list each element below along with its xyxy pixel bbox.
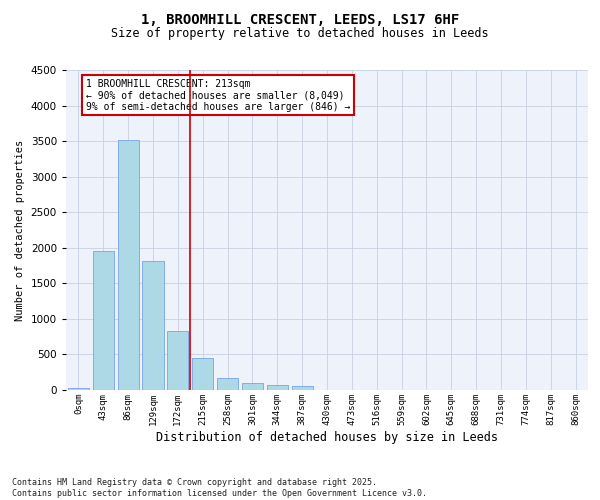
Text: Contains HM Land Registry data © Crown copyright and database right 2025.
Contai: Contains HM Land Registry data © Crown c… — [12, 478, 427, 498]
Bar — [142, 260, 164, 390]
Bar — [267, 385, 288, 390]
X-axis label: Distribution of detached houses by size in Leeds: Distribution of detached houses by size … — [156, 430, 498, 444]
Bar — [118, 140, 139, 390]
Bar — [68, 388, 89, 390]
Text: 1, BROOMHILL CRESCENT, LEEDS, LS17 6HF: 1, BROOMHILL CRESCENT, LEEDS, LS17 6HF — [141, 12, 459, 26]
Text: Size of property relative to detached houses in Leeds: Size of property relative to detached ho… — [111, 28, 489, 40]
Bar — [217, 378, 238, 390]
Bar — [292, 386, 313, 390]
Text: 1 BROOMHILL CRESCENT: 213sqm
← 90% of detached houses are smaller (8,049)
9% of : 1 BROOMHILL CRESCENT: 213sqm ← 90% of de… — [86, 78, 350, 112]
Bar — [242, 383, 263, 390]
Bar — [167, 331, 188, 390]
Bar — [93, 252, 114, 390]
Bar — [192, 358, 213, 390]
Y-axis label: Number of detached properties: Number of detached properties — [15, 140, 25, 320]
